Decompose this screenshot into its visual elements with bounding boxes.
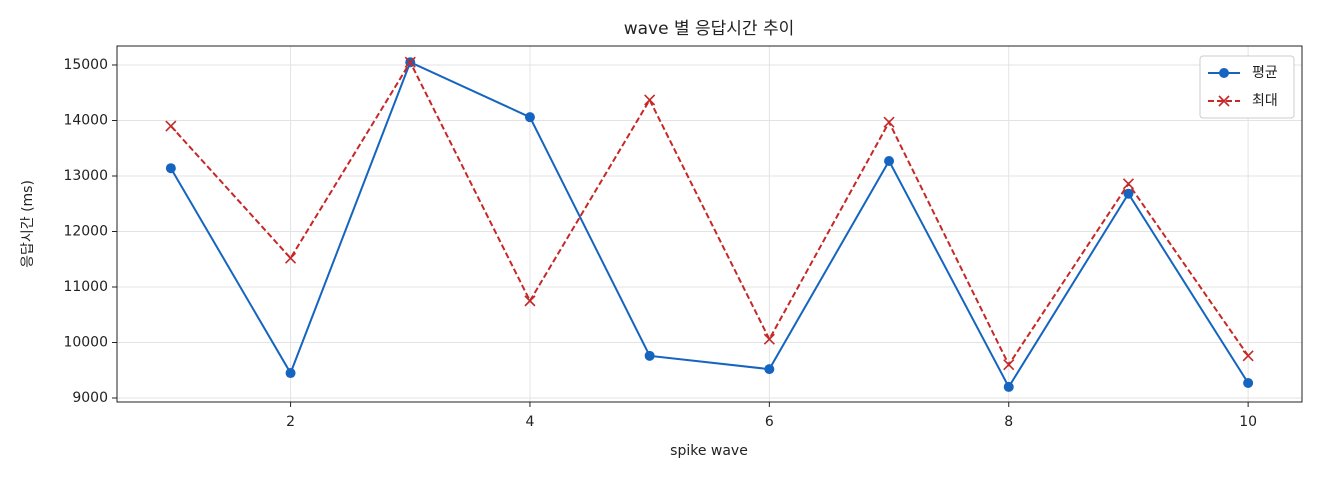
legend-marker (1219, 68, 1229, 78)
legend-label: 최대 (1252, 93, 1278, 109)
x-tick-label: 6 (765, 414, 774, 430)
y-tick-label: 9000 (72, 390, 108, 406)
y-tick-label: 10000 (63, 335, 108, 351)
data-marker (1003, 381, 1014, 392)
data-marker (165, 120, 177, 132)
y-tick-label: 12000 (63, 223, 108, 239)
data-marker (763, 333, 775, 345)
x-tick-label: 4 (525, 414, 534, 430)
data-marker (644, 350, 655, 361)
legend-label: 평균 (1252, 65, 1278, 81)
x-tick-label: 10 (1239, 414, 1257, 430)
data-line (170, 60, 1249, 389)
data-marker (884, 156, 895, 167)
data-marker (1123, 188, 1134, 199)
x-tick-label: 2 (286, 414, 295, 430)
data-marker (1122, 178, 1135, 190)
data-marker (165, 163, 176, 174)
data-marker (285, 368, 296, 379)
plot-frame (116, 45, 1303, 403)
data-marker (883, 116, 895, 128)
chart-title: wave 별 응답시간 추이 (624, 19, 795, 39)
data-line (170, 60, 1249, 367)
data-marker (644, 94, 656, 106)
x-tick-label: 8 (1004, 414, 1013, 430)
y-tick-label: 11000 (63, 279, 108, 295)
x-axis-label: spike wave (670, 443, 748, 459)
y-tick-label: 14000 (63, 112, 108, 128)
y-tick-label: 13000 (63, 168, 108, 184)
legend-marker (1218, 95, 1230, 107)
data-marker (764, 364, 775, 375)
data-marker (1003, 359, 1015, 371)
y-tick-label: 15000 (63, 57, 108, 73)
data-marker (284, 252, 297, 264)
legend-box (1199, 55, 1295, 119)
data-marker (1242, 350, 1254, 362)
y-axis-label: 응답시간 (ms) (20, 180, 36, 268)
data-marker (524, 112, 535, 123)
data-marker (404, 56, 416, 68)
data-marker (524, 295, 536, 307)
data-marker (1243, 378, 1254, 389)
